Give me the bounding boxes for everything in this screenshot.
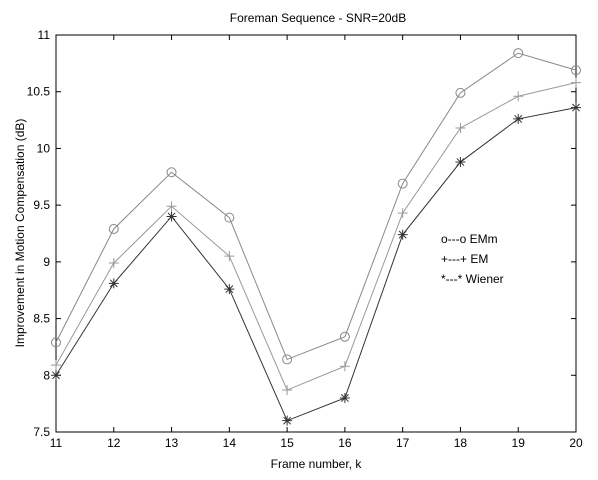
plus-marker bbox=[339, 361, 350, 372]
legend-entry: +---+ EM bbox=[441, 252, 488, 266]
circle-marker bbox=[571, 65, 581, 76]
star-marker bbox=[51, 370, 61, 381]
plot-frame bbox=[55, 34, 577, 433]
x-tick-label: 15 bbox=[280, 436, 294, 450]
circle-marker bbox=[339, 331, 350, 342]
series-star bbox=[51, 102, 581, 426]
star-marker bbox=[224, 284, 235, 295]
circle-marker bbox=[224, 212, 235, 223]
star-marker bbox=[455, 157, 466, 168]
plus-marker bbox=[108, 257, 119, 268]
series-layer bbox=[51, 48, 581, 426]
plus-marker bbox=[397, 208, 408, 219]
x-tick-label: 16 bbox=[338, 436, 352, 450]
circle-marker bbox=[455, 87, 466, 98]
star-marker bbox=[513, 113, 524, 124]
star-marker bbox=[166, 211, 177, 222]
circle-marker bbox=[108, 223, 119, 234]
y-tick-label: 9 bbox=[43, 255, 50, 269]
series-line bbox=[55, 82, 577, 391]
legend-entry: o---o EMm bbox=[441, 232, 498, 246]
plus-marker bbox=[571, 77, 581, 88]
x-tick-label: 12 bbox=[107, 436, 121, 450]
plus-marker bbox=[166, 201, 177, 212]
y-tick-label: 10 bbox=[37, 141, 51, 155]
x-tick-label: 11 bbox=[50, 436, 63, 450]
y-axis: 7.5 8 8.5 9 9.5 10 10.5 11 bbox=[27, 28, 576, 439]
plus-marker bbox=[224, 251, 235, 262]
plus-marker bbox=[455, 123, 466, 134]
legend: o---o EMm +---+ EM *---* Wiener bbox=[441, 232, 504, 286]
circle-marker bbox=[166, 167, 177, 178]
x-tick-label: 13 bbox=[165, 436, 179, 450]
x-axis: 11 12 13 14 15 16 17 18 19 20 bbox=[50, 35, 583, 450]
series-line bbox=[55, 107, 577, 422]
series-plus bbox=[51, 77, 581, 396]
star-marker bbox=[571, 102, 581, 113]
star-marker bbox=[108, 278, 119, 289]
y-tick-label: 8 bbox=[43, 368, 50, 382]
star-marker bbox=[339, 392, 350, 403]
circle-marker bbox=[51, 337, 61, 348]
y-axis-label: Improvement in Motion Compensation (dB) bbox=[13, 119, 27, 348]
y-tick-label: 11 bbox=[38, 28, 51, 42]
circle-marker bbox=[282, 354, 293, 365]
x-tick-label: 14 bbox=[223, 436, 237, 450]
x-axis-label: Frame number, k bbox=[271, 457, 363, 471]
star-marker bbox=[397, 229, 408, 240]
x-tick-label: 17 bbox=[396, 436, 410, 450]
x-tick-label: 18 bbox=[454, 436, 468, 450]
x-tick-label: 19 bbox=[512, 436, 526, 450]
y-tick-label: 9.5 bbox=[33, 198, 50, 212]
star-marker bbox=[282, 415, 293, 426]
x-tick-label: 20 bbox=[569, 436, 583, 450]
plus-marker bbox=[513, 91, 524, 102]
y-tick-label: 10.5 bbox=[27, 85, 51, 99]
y-tick-label: 8.5 bbox=[33, 312, 50, 326]
y-tick-label: 7.5 bbox=[33, 425, 50, 439]
plus-marker bbox=[51, 360, 61, 371]
series-line bbox=[55, 52, 577, 361]
legend-entry: *---* Wiener bbox=[441, 272, 504, 286]
circle-marker bbox=[513, 48, 524, 59]
plus-marker bbox=[282, 385, 293, 396]
series-circle bbox=[51, 48, 581, 365]
chart-title: Foreman Sequence - SNR=20dB bbox=[230, 11, 406, 25]
circle-marker bbox=[397, 178, 408, 189]
